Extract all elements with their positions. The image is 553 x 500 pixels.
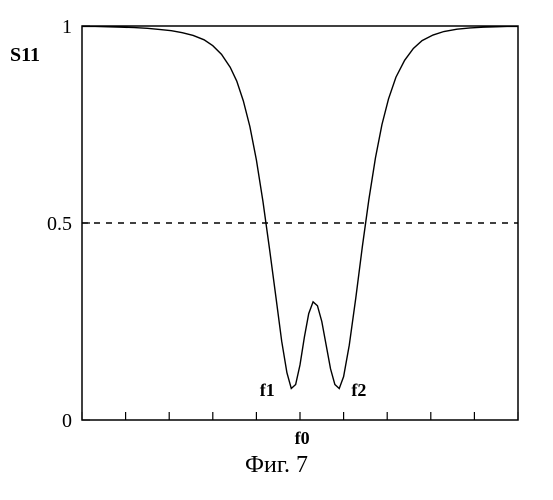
s11-chart: 0 0.5 1 f1 f2 f0 <box>0 0 553 500</box>
figure-caption: Фиг. 7 <box>0 452 553 479</box>
svg-text:f2: f2 <box>351 380 366 400</box>
figure-container: 0 0.5 1 f1 f2 f0 S11 Фиг. 7 <box>0 0 553 500</box>
y-axis-label: S11 <box>10 44 40 67</box>
svg-text:0.5: 0.5 <box>47 213 72 235</box>
svg-text:f0: f0 <box>295 428 310 448</box>
svg-text:0: 0 <box>62 410 72 432</box>
svg-text:1: 1 <box>62 16 72 38</box>
svg-text:f1: f1 <box>260 380 275 400</box>
